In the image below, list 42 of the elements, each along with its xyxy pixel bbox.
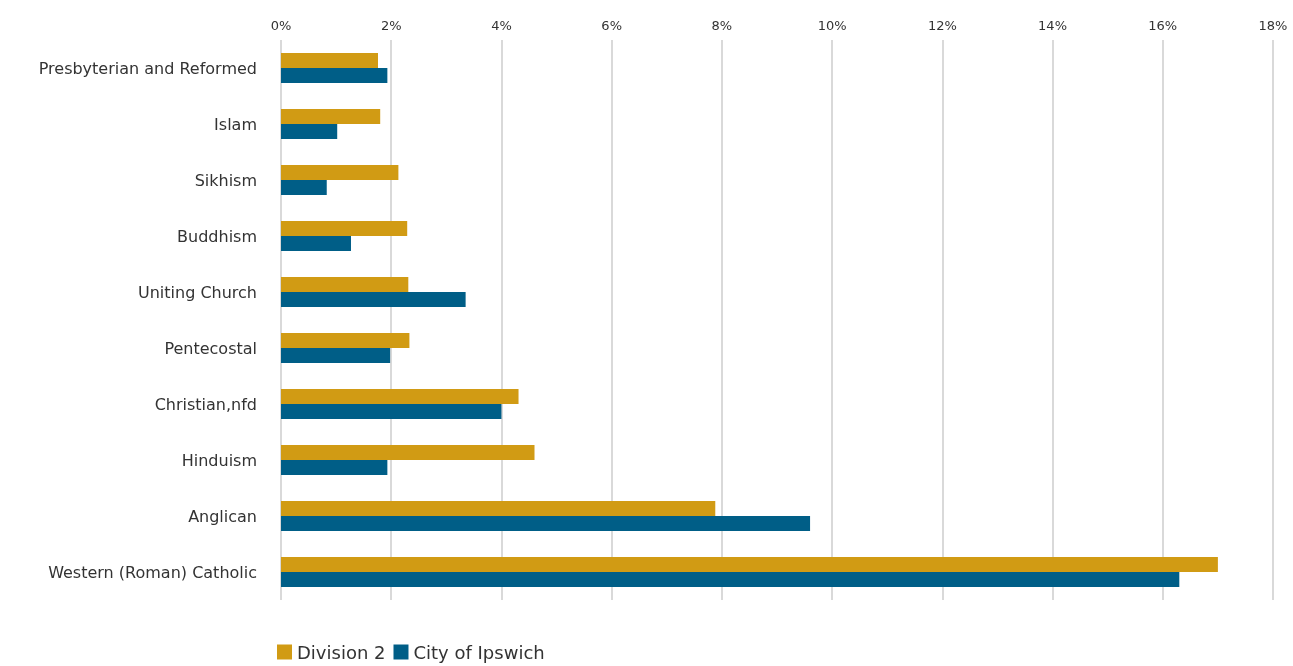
bar xyxy=(281,68,388,83)
bar xyxy=(281,124,338,139)
y-tick-label: Buddhism xyxy=(177,226,257,246)
y-tick-label: Presbyterian and Reformed xyxy=(38,58,257,78)
bar xyxy=(281,389,519,404)
x-tick-label: 2% xyxy=(380,18,402,33)
y-tick-label: Pentecostal xyxy=(164,338,257,358)
bar xyxy=(281,348,391,363)
y-tick-label: Islam xyxy=(214,114,257,134)
x-tick-label: 12% xyxy=(927,18,957,33)
x-tick-label: 8% xyxy=(711,18,733,33)
bar xyxy=(281,445,535,460)
bar xyxy=(281,109,381,124)
x-tick-label: 6% xyxy=(601,18,622,33)
x-tick-label: 4% xyxy=(491,18,512,33)
x-tick-label: 16% xyxy=(1148,18,1178,33)
y-tick-label: Sikhism xyxy=(194,170,257,190)
bar xyxy=(281,460,388,475)
bar xyxy=(281,404,502,419)
bar xyxy=(281,180,327,195)
x-tick-label: 18% xyxy=(1258,18,1288,33)
bar xyxy=(281,236,351,251)
legend-label: City of Ipswich xyxy=(413,641,545,663)
bar xyxy=(281,53,378,68)
x-tick-label: 10% xyxy=(817,18,847,33)
y-tick-label: Western (Roman) Catholic xyxy=(48,562,257,582)
bar xyxy=(281,221,408,236)
bar xyxy=(281,501,716,516)
y-tick-label: Christian,nfd xyxy=(154,394,257,414)
bar xyxy=(281,333,410,348)
bar xyxy=(281,165,399,180)
bar xyxy=(281,277,409,292)
x-tick-label: 0% xyxy=(270,18,292,33)
y-tick-label: Anglican xyxy=(188,506,257,526)
bar xyxy=(281,516,811,531)
bar xyxy=(281,572,1180,587)
legend-label: Division 2 xyxy=(297,641,386,663)
y-tick-label: Hinduism xyxy=(181,450,257,470)
bar xyxy=(281,292,466,307)
x-tick-label: 14% xyxy=(1038,18,1068,33)
bar xyxy=(281,557,1218,572)
y-tick-label: Uniting Church xyxy=(137,282,257,302)
